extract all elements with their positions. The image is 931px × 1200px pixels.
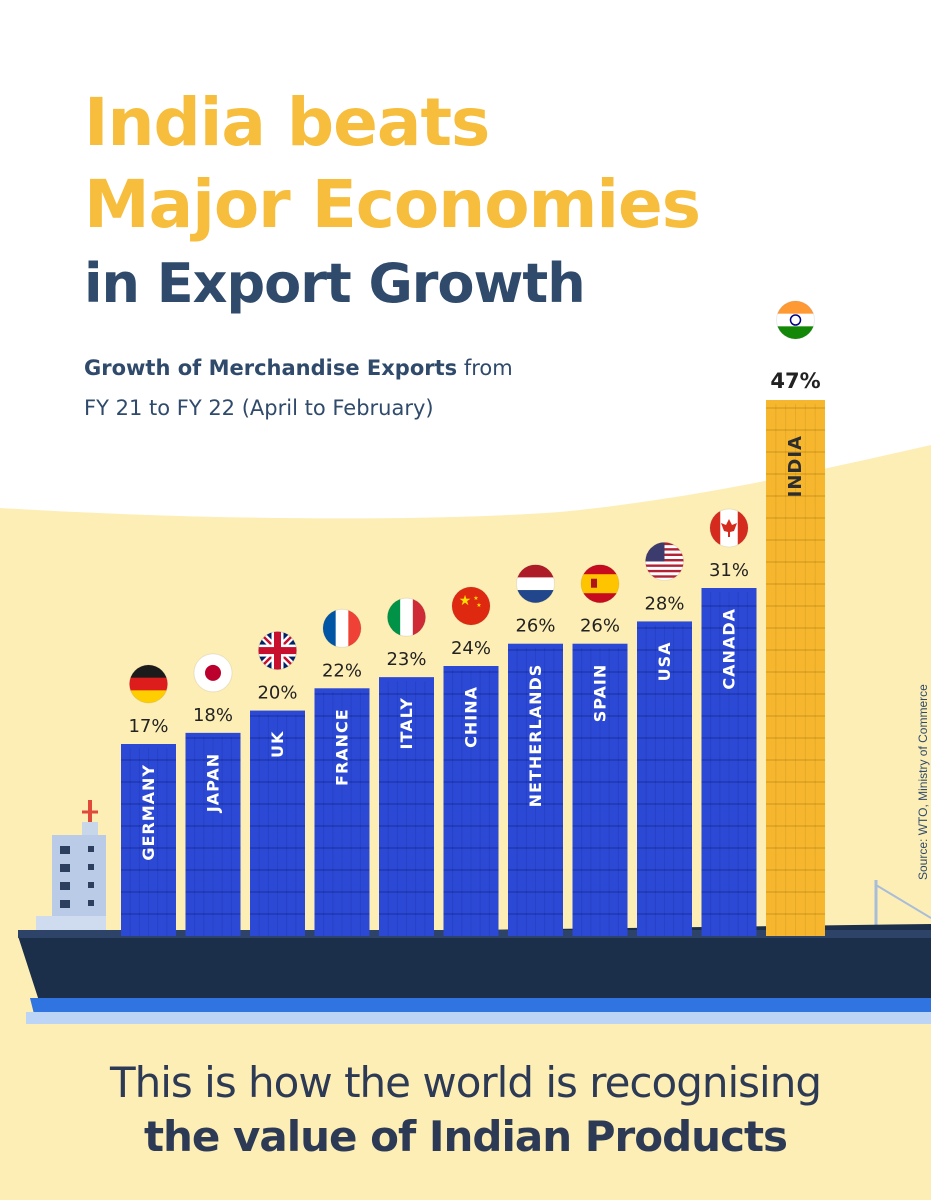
ship-waterline <box>30 998 931 1014</box>
water <box>26 1012 931 1024</box>
bar-stripes-france <box>314 692 370 936</box>
italy-flag <box>387 598 426 637</box>
subtitle-rest: from <box>457 356 513 380</box>
bar-stripes-netherlands <box>508 647 563 936</box>
bar-group-india: 47% INDIA <box>766 300 825 936</box>
value-label-germany: 17% <box>128 716 168 737</box>
uk-flag <box>258 631 297 670</box>
value-label-spain: 26% <box>580 616 620 637</box>
footer-line-1: This is how the world is recognising <box>109 1058 822 1107</box>
bar-group-japan: 18% JAPAN <box>185 653 241 936</box>
white-wave <box>0 0 931 519</box>
subtitle-line-2: FY 21 to FY 22 (April to February) <box>84 396 434 420</box>
country-label-india: INDIA <box>785 435 806 497</box>
value-label-japan: 18% <box>193 705 233 726</box>
value-label-india: 47% <box>770 369 820 393</box>
value-label-canada: 31% <box>709 560 749 581</box>
bar-uk <box>250 710 305 936</box>
usa-flag <box>645 542 684 581</box>
bar-stripes-uk <box>250 714 305 936</box>
bar-group-usa: 28% USA <box>637 541 692 936</box>
value-label-netherlands: 26% <box>515 616 555 637</box>
bar-italy <box>379 677 434 936</box>
bars: 17% GERMANY 18% JAPAN 20% UK 22% FRANCE 23% ITALY… <box>121 300 825 936</box>
netherlands-flag <box>516 564 555 603</box>
country-label-china: CHINA <box>462 686 481 748</box>
bar-japan <box>185 732 241 936</box>
subtitle-bold: Growth of Merchandise Exports <box>84 356 458 380</box>
title-line-3: in Export Growth <box>84 252 586 315</box>
spain-flag <box>581 564 619 603</box>
bar-stripes-canada <box>701 592 757 936</box>
country-label-france: FRANCE <box>333 708 352 786</box>
bar-china <box>443 666 499 936</box>
bar-usa <box>637 621 692 936</box>
canada-flag <box>710 509 748 547</box>
country-label-italy: ITALY <box>397 697 416 749</box>
svg-text:★: ★ <box>459 593 472 609</box>
ship-cabin-top <box>82 822 98 836</box>
bar-stripes-japan <box>185 736 241 936</box>
bar-group-germany: 17% GERMANY <box>121 664 176 936</box>
bar-group-canada: 31% CANADA <box>701 508 757 936</box>
bar-stripes-germany <box>121 748 176 936</box>
ship-hull <box>18 924 931 1004</box>
country-label-canada: CANADA <box>720 608 739 690</box>
country-label-usa: USA <box>655 641 674 681</box>
value-label-usa: 28% <box>644 593 684 614</box>
bar-germany <box>121 744 176 936</box>
india-flag <box>776 301 815 339</box>
value-label-uk: 20% <box>257 683 297 704</box>
country-label-netherlands: NETHERLANDS <box>526 664 545 808</box>
bar-group-spain: 26% SPAIN <box>572 564 628 936</box>
svg-text:★: ★ <box>476 602 481 609</box>
france-flag <box>323 609 361 648</box>
subtitle-line-1: Growth of Merchandise Exports from <box>84 356 513 380</box>
country-label-germany: GERMANY <box>139 764 158 861</box>
bar-group-uk: 20% UK <box>250 631 305 936</box>
bar-group-china: 24%CHINA★ ★★ <box>443 586 499 936</box>
bar-stripes-usa <box>637 625 692 936</box>
svg-text:★: ★ <box>473 595 478 602</box>
bar-stripes-spain <box>572 647 628 936</box>
country-label-japan: JAPAN <box>204 753 223 813</box>
value-label-france: 22% <box>322 660 362 681</box>
title-line-2: Major Economies <box>84 166 701 243</box>
value-label-china: 24% <box>451 638 491 659</box>
ship-windows <box>60 846 94 908</box>
bar-stripes-china <box>443 670 499 936</box>
country-label-spain: SPAIN <box>591 664 610 723</box>
value-label-italy: 23% <box>386 649 426 670</box>
bar-france <box>314 688 370 936</box>
china-flag: ★ ★★ <box>452 587 490 625</box>
bar-group-italy: 23% ITALY <box>379 597 434 936</box>
bar-spain <box>572 643 628 936</box>
bar-netherlands <box>508 643 563 936</box>
germany-flag <box>129 665 168 703</box>
japan-flag <box>194 653 232 692</box>
source-note: Source: WTO, Ministry of Commerce <box>916 684 930 880</box>
bar-group-france: 22% FRANCE <box>314 608 370 936</box>
bar-stripes-india <box>766 404 825 936</box>
bar-group-netherlands: 26% NETHERLANDS <box>508 564 563 936</box>
bar-canada <box>701 588 757 936</box>
ship-bow-cable <box>875 884 931 919</box>
title-line-1: India beats <box>84 84 490 161</box>
bar-stripes-italy <box>379 681 434 936</box>
bar-india <box>766 400 825 936</box>
country-label-uk: UK <box>268 731 287 758</box>
footer-line-2: the value of Indian Products <box>143 1112 788 1161</box>
